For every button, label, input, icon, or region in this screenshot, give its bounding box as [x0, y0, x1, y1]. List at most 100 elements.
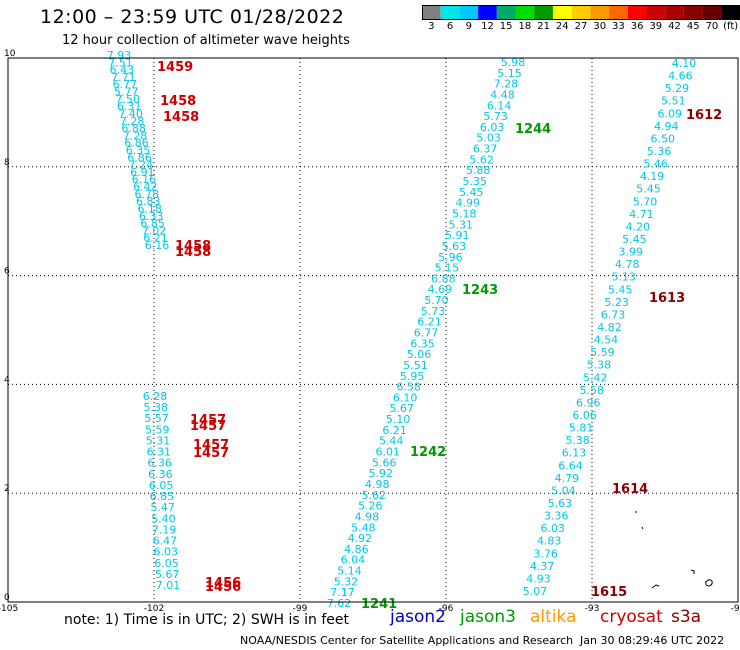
wave-height-value: 5.95 [400, 370, 425, 383]
wave-height-value: 6.37 [473, 143, 498, 156]
color-swatch [721, 5, 740, 20]
x-tick-label: -99 [293, 604, 308, 614]
wave-height-value: 6.88 [121, 122, 146, 135]
color-swatch [609, 5, 628, 20]
wave-height-value: 6.10 [393, 391, 418, 404]
wave-height-value: 5.15 [435, 262, 460, 275]
wave-height-value: 5.98 [501, 56, 526, 69]
wave-height-value: 7.02 [142, 224, 167, 237]
wave-height-value: 7.93 [107, 49, 132, 62]
wave-height-value: 5.67 [389, 402, 414, 415]
wave-height-value: 6.03 [153, 546, 178, 559]
wave-height-value: 5.70 [633, 195, 658, 208]
color-scale-label: 12 [481, 21, 494, 32]
wave-height-value: 5.03 [476, 132, 501, 145]
color-swatch [422, 5, 441, 20]
wave-height-value: 4.54 [594, 334, 619, 347]
wave-height-value: 4.48 [490, 88, 515, 101]
wave-height-value: 5.51 [661, 95, 686, 108]
wave-height-value: 5.96 [438, 251, 463, 264]
wave-height-value: 6.88 [431, 272, 456, 285]
wave-height-value: 6.06 [572, 409, 597, 422]
pass-time-label: 1456 [205, 576, 241, 591]
x-tick-label: -93 [585, 604, 600, 614]
pass-time-label: 1612 [686, 108, 722, 123]
wave-height-value: 6.21 [382, 424, 407, 437]
color-scale-label: 6 [446, 21, 454, 32]
wave-height-value: 4.86 [344, 543, 369, 556]
wave-height-value: 5.81 [569, 422, 594, 435]
color-swatch [665, 5, 684, 20]
wave-height-value: 6.03 [480, 121, 505, 134]
wave-height-value: 7.40 [118, 107, 143, 120]
wave-height-value: 7.01 [156, 579, 181, 592]
wave-height-value: 6.85 [150, 490, 175, 503]
units-note: note: 1) Time is in UTC; 2) SWH is in fe… [64, 612, 350, 628]
wave-height-value: 5.73 [483, 110, 508, 123]
color-swatch [440, 5, 460, 20]
color-scale-label: 21 [537, 21, 550, 32]
wave-height-value: 5.38 [144, 401, 169, 414]
x-tick-label: -102 [144, 604, 164, 614]
wave-height-value: 7.24 [129, 159, 154, 172]
wave-height-value: 5.45 [608, 283, 633, 296]
color-swatch [571, 5, 591, 20]
wave-height-value: 5.51 [403, 359, 428, 372]
wave-height-value: 6.28 [143, 390, 168, 403]
pass-time-label: 1457 [190, 413, 226, 428]
wave-height-value: 5.31 [146, 434, 171, 447]
wave-height-value: 6.18 [137, 202, 162, 215]
pass-time-label: 1457 [190, 419, 226, 434]
color-scale-label: 3 [428, 21, 435, 32]
wave-height-value: 5.92 [369, 467, 394, 480]
wave-height-value: 6.73 [601, 308, 626, 321]
page-subtitle: 12 hour collection of altimeter wave hei… [62, 33, 350, 48]
wave-height-value: 5.35 [462, 175, 487, 188]
wave-height-value: 4.10 [672, 57, 697, 70]
wave-height-value: 6.16 [132, 173, 157, 186]
color-scale-label: 33 [612, 21, 625, 32]
wave-height-value: 5.47 [150, 501, 175, 514]
wave-height-value: 7.62 [327, 597, 352, 610]
wave-height-value: 5.14 [337, 565, 362, 578]
wave-height-value: 4.83 [537, 535, 562, 548]
wave-height-value: 5.10 [386, 413, 411, 426]
wave-height-value: 6.77 [414, 327, 439, 340]
pass-time-label: 1243 [462, 283, 498, 298]
wave-height-value: 6.83 [136, 195, 161, 208]
color-scale-label: 24 [555, 21, 569, 32]
wave-height-value: 7.28 [123, 129, 148, 142]
color-scale-bar [422, 5, 740, 20]
pass-time-label: 1459 [157, 60, 193, 75]
wave-height-value: 5.38 [587, 359, 612, 372]
pass-time-label: 1458 [160, 94, 196, 109]
wave-height-value: 5.88 [466, 164, 491, 177]
wave-height-value: 6.31 [117, 100, 142, 113]
pass-time-label: 1615 [591, 585, 627, 600]
wave-height-value: 6.33 [139, 210, 164, 223]
pass-time-label: 1458 [175, 245, 211, 260]
color-swatch [590, 5, 610, 20]
wave-height-value: 4.78 [615, 258, 640, 271]
wave-height-value: 7.50 [116, 93, 141, 106]
wave-height-value: 5.36 [647, 145, 672, 158]
wave-height-value: 4.79 [555, 472, 580, 485]
wave-height-value: 4.69 [428, 283, 453, 296]
wave-height-value: 6.04 [341, 554, 366, 567]
wave-height-value: 6.64 [558, 459, 583, 472]
legend-item-jason3: jason3 [460, 607, 516, 627]
pass-time-label: 1456 [205, 580, 241, 595]
wave-height-value: 5.07 [523, 585, 548, 598]
pass-time-label: 1244 [515, 122, 551, 137]
wave-height-value: 6.36 [147, 457, 172, 470]
wave-height-value: 6.31 [147, 446, 172, 459]
wave-height-value: 5.91 [445, 229, 470, 242]
wave-height-value: 5.46 [643, 158, 668, 171]
wave-height-value: 7.28 [494, 78, 519, 91]
wave-height-value: 4.20 [626, 220, 651, 233]
wave-height-value: 7.17 [330, 586, 355, 599]
wave-height-value: 6.01 [375, 446, 400, 459]
color-swatch [683, 5, 703, 20]
wave-height-value: 3.99 [619, 246, 644, 259]
color-scale-labels: 3 6 9 12 15 18 21 24 27 30 33 36 39 42 45 70 (ft) [422, 21, 740, 35]
